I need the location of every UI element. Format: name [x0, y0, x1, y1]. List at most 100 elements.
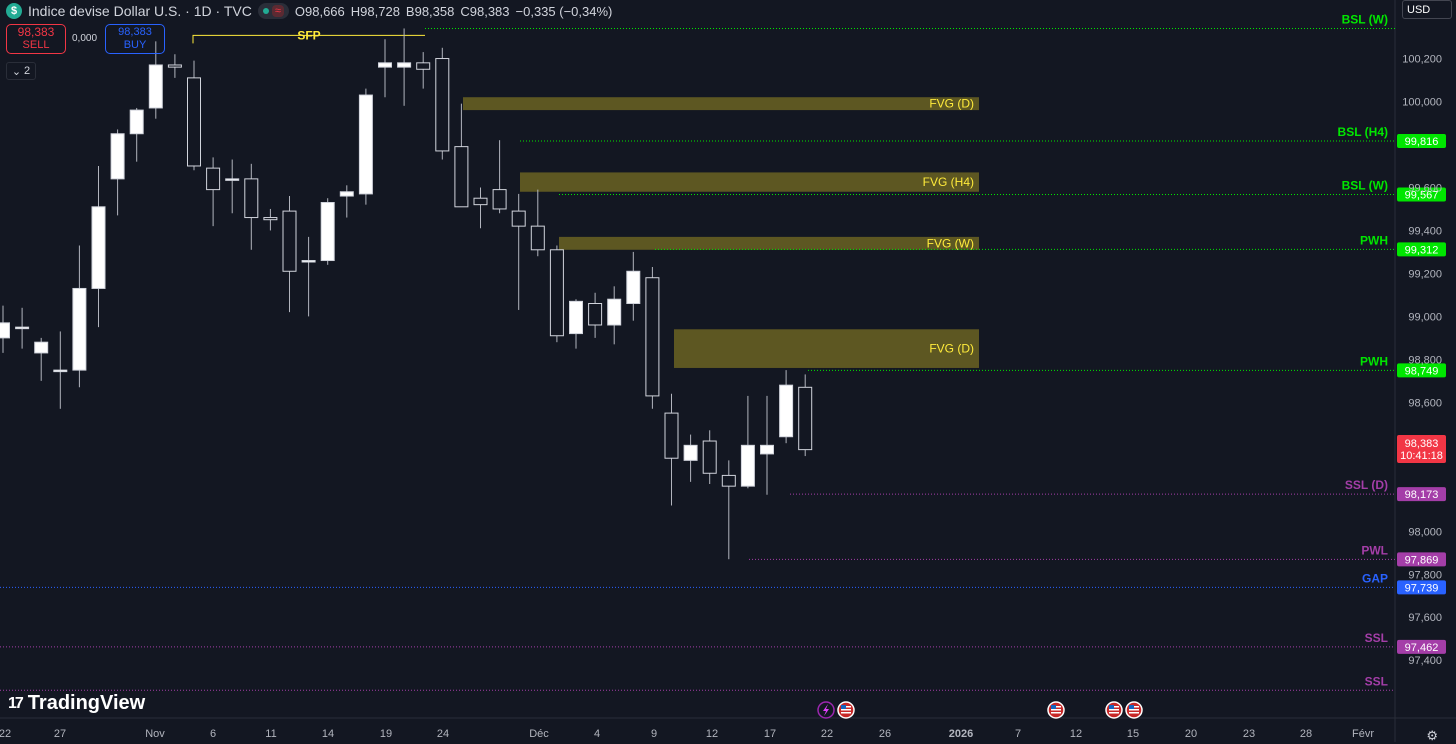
candle-body[interactable] — [15, 326, 30, 330]
candle-body[interactable] — [301, 260, 316, 263]
candle-body[interactable] — [358, 94, 373, 195]
candle-body[interactable] — [549, 249, 564, 337]
sfp-line[interactable] — [192, 34, 425, 44]
us-flag-icon[interactable] — [1105, 701, 1123, 719]
candle-body[interactable] — [798, 386, 813, 451]
buy-price: 98,383 — [118, 26, 152, 38]
us-flag-icon[interactable] — [837, 701, 855, 719]
indicator-count: 2 — [24, 65, 31, 77]
indicator-legend-toggle[interactable]: ⌄ 2 — [6, 62, 36, 80]
level-label: SSL — [1365, 631, 1388, 645]
candle-body[interactable] — [320, 202, 335, 262]
candle-body[interactable] — [721, 474, 736, 487]
level-price-text: 98,173 — [1405, 489, 1439, 501]
level-price-tag — [1397, 363, 1446, 378]
tradingview-logo[interactable]: 17 TradingView — [8, 692, 145, 715]
candle-body[interactable] — [225, 178, 240, 181]
gear-icon[interactable]: ⚙ — [1426, 728, 1438, 743]
level-label: SSL — [1365, 674, 1388, 688]
level-price-text: 99,567 — [1405, 190, 1439, 202]
candle-body[interactable] — [244, 178, 259, 219]
currency-select[interactable]: USD — [1402, 0, 1452, 19]
status-pill[interactable]: ≈ — [257, 3, 289, 19]
candle-body[interactable] — [779, 384, 794, 438]
candle-body[interactable] — [339, 191, 354, 197]
candle-body[interactable] — [187, 77, 201, 167]
candle-body[interactable] — [473, 197, 488, 206]
level-label: SSL (D) — [1345, 478, 1388, 492]
current-price-tag — [1397, 434, 1446, 463]
y-tick-label: 99,400 — [1408, 225, 1442, 237]
us-flag-icon[interactable] — [1047, 701, 1065, 719]
fvg-zone[interactable] — [559, 236, 979, 250]
candle-body[interactable] — [645, 277, 660, 397]
x-tick-label: 14 — [322, 728, 334, 740]
market-open-icon — [262, 8, 269, 14]
candle-body[interactable] — [416, 62, 431, 70]
level-price-text: 99,816 — [1405, 136, 1439, 148]
candle-body[interactable] — [435, 58, 450, 152]
x-tick-label: 24 — [437, 728, 449, 740]
candle-body[interactable] — [511, 210, 526, 227]
candle-body[interactable] — [664, 412, 679, 459]
candle-body[interactable] — [53, 369, 68, 373]
y-tick-label: 98,000 — [1408, 526, 1442, 538]
candle-body[interactable] — [282, 210, 297, 272]
candle-body[interactable] — [167, 64, 182, 68]
candle-body[interactable] — [702, 440, 717, 474]
us-flag-icon[interactable] — [1125, 701, 1143, 719]
fvg-zone[interactable] — [463, 97, 979, 111]
sell-label: SELL — [22, 39, 50, 51]
candle-body[interactable] — [760, 444, 774, 455]
candle-body[interactable] — [34, 341, 49, 354]
buy-label: BUY — [123, 39, 147, 51]
candle-body[interactable] — [626, 270, 641, 305]
candle-body[interactable] — [263, 217, 278, 221]
candle-body[interactable] — [397, 62, 412, 68]
candle-body[interactable] — [148, 64, 163, 109]
candle-body[interactable] — [740, 444, 755, 487]
x-tick-label: 2026 — [949, 728, 973, 740]
fvg-zone[interactable] — [674, 329, 979, 368]
y-tick-label: 100,200 — [1402, 54, 1442, 66]
x-tick-label: 6 — [210, 728, 216, 740]
y-tick-label: 97,400 — [1408, 655, 1442, 667]
current-price-countdown: 10:41:18 — [1400, 450, 1443, 462]
candle-body[interactable] — [206, 167, 221, 191]
candle-body[interactable] — [569, 300, 583, 335]
level-price-tag — [1397, 242, 1446, 257]
level-label: PWH — [1360, 233, 1388, 247]
symbol-title[interactable]: Indice devise Dollar U.S. · 1D · TVC — [28, 3, 252, 19]
candle-body[interactable] — [91, 206, 106, 289]
fvg-label: FVG (D) — [929, 342, 974, 356]
flash-icon[interactable] — [817, 701, 835, 719]
fvg-label: FVG (H4) — [923, 175, 974, 189]
x-tick-label: 19 — [380, 728, 392, 740]
candle-body[interactable] — [588, 303, 603, 326]
x-tick-label: 7 — [1015, 728, 1021, 740]
candle-body[interactable] — [129, 109, 144, 135]
level-price-text: 98,749 — [1405, 365, 1439, 377]
fvg-zone[interactable] — [520, 172, 979, 192]
buy-button[interactable]: 98,383 BUY — [105, 24, 165, 54]
level-price-tag — [1397, 552, 1446, 567]
candle-body[interactable] — [378, 62, 392, 68]
candle-body[interactable] — [683, 444, 698, 461]
y-tick-label: 100,000 — [1402, 97, 1442, 109]
candle-body[interactable] — [0, 322, 10, 339]
candle-body[interactable] — [110, 133, 125, 180]
candle-body[interactable] — [454, 146, 469, 208]
level-price-tag — [1397, 580, 1446, 595]
level-price-text: 97,869 — [1405, 554, 1439, 566]
x-tick-label: Févr — [1352, 728, 1374, 740]
x-tick-label: Nov — [145, 728, 165, 740]
level-price-tag — [1397, 639, 1446, 654]
candle-body[interactable] — [492, 189, 507, 210]
candle-body[interactable] — [72, 287, 87, 371]
candle-body[interactable] — [530, 225, 545, 251]
level-label: PWH — [1360, 354, 1388, 368]
sell-button[interactable]: 98,383 SELL — [6, 24, 66, 54]
x-tick-label: 23 — [1243, 728, 1255, 740]
candle-body[interactable] — [607, 298, 622, 326]
